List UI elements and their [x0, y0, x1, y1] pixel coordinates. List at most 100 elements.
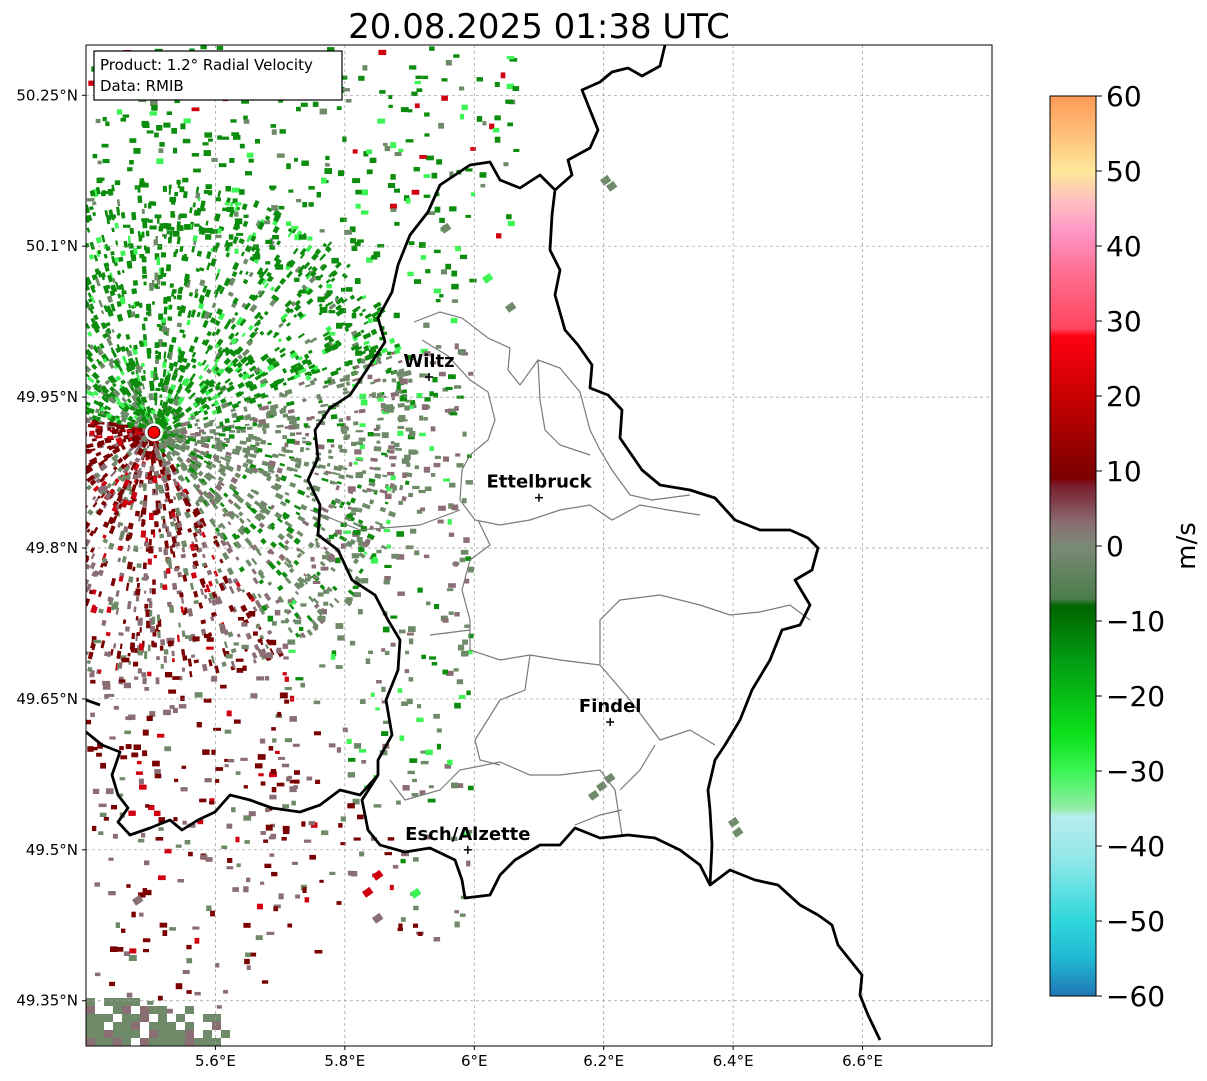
radar-echo-cell [173, 369, 178, 375]
radar-echo-cell [175, 507, 181, 516]
radar-echo-cell [466, 860, 471, 867]
radar-echo-cell [320, 526, 326, 532]
latitude-axis: 50.25°N50.1°N49.95°N49.8°N49.65°N49.5°N4… [16, 86, 78, 1009]
radar-echo-cell [182, 574, 188, 582]
radar-echo-cell [435, 345, 442, 349]
radar-echo-cell [108, 358, 115, 365]
radar-echo-cell [301, 284, 308, 291]
radar-echo-cell [151, 105, 158, 111]
radar-echo-cell [172, 707, 178, 714]
radar-echo-cell [284, 299, 293, 308]
radar-echo-cell [153, 532, 156, 538]
radar-echo-cell [97, 249, 102, 255]
radar-echo-cell [114, 257, 120, 262]
radar-echo-cell [209, 801, 215, 805]
radar-echo-cell [449, 206, 457, 212]
radar-echo-cell [192, 525, 199, 533]
radar-echo-cell [248, 358, 254, 364]
radar-echo-cell [215, 272, 220, 280]
radar-echo-cell [179, 186, 185, 193]
radar-echo-cell [408, 492, 413, 498]
radar-echo-cell [389, 884, 394, 891]
radar-echo-cell [326, 586, 333, 593]
radar-echo-cell [185, 406, 193, 413]
lon-tick-label: 6.6°E [842, 1052, 883, 1070]
radar-echo-cell [376, 357, 381, 363]
radar-echo-cell [407, 378, 413, 384]
radar-echo-cell [119, 499, 125, 505]
radar-echo-cell [266, 207, 273, 212]
radar-echo-cell [105, 788, 114, 795]
radar-echo-cell [180, 123, 186, 130]
radar-echo-cell [263, 592, 272, 602]
radar-echo-cell [225, 451, 232, 457]
radar-echo-cell [303, 461, 310, 467]
radar-echo-cell [150, 626, 155, 633]
radar-echo-cell [286, 163, 291, 170]
colorbar-unit-label: m/s [1172, 522, 1202, 570]
radar-echo-cell [97, 742, 103, 749]
radar-echo-cell [357, 507, 363, 513]
radar-echo-cell [142, 369, 146, 374]
radar-echo-cell [448, 374, 456, 380]
radar-echo-cell [208, 592, 214, 600]
radar-echo-cell [372, 255, 377, 260]
radar-echo-cell [386, 544, 391, 549]
radar-echo-cell [224, 764, 229, 768]
radar-echo-cell [88, 589, 94, 595]
radar-echo-cell [336, 322, 343, 329]
radar-echo-cell [286, 526, 295, 535]
radar-echo-cell [319, 513, 326, 519]
radar-echo-cell [191, 364, 197, 369]
radar-echo-cell [420, 348, 428, 354]
radar-echo-cell [263, 839, 269, 843]
radar-echo-cell [120, 755, 128, 760]
radar-echo-cell [186, 468, 192, 474]
radar-echo-cell [233, 642, 239, 646]
radar-echo-cell [405, 198, 411, 204]
radar-echo-cell [123, 478, 130, 487]
radar-echo-cell [92, 788, 100, 794]
radar-echo-cell [121, 290, 127, 295]
radar-echo-cell [99, 477, 106, 483]
radar-echo-cell [86, 1006, 95, 1014]
radar-echo-cell [108, 891, 116, 896]
radar-echo-cell [331, 269, 338, 277]
radar-echo-cell [138, 428, 142, 432]
radar-echo-cell [169, 383, 176, 391]
radar-echo-cell [165, 473, 172, 481]
radar-echo-cell [157, 995, 163, 1001]
radar-echo-cell [213, 432, 220, 436]
city-marker: Wiltz [403, 351, 455, 381]
radar-echo-cell [461, 104, 468, 111]
radar-echo-cell [168, 362, 174, 369]
radar-echo-cell [457, 644, 465, 651]
radar-echo-cell [166, 223, 172, 230]
radar-echo-cell [116, 109, 123, 115]
colorbar-tick-label: 0 [1106, 530, 1124, 563]
radar-echo-cell [441, 78, 448, 82]
radar-echo-cell [149, 479, 153, 484]
radar-echo-cell [135, 409, 142, 417]
radar-echo-cell [244, 467, 254, 475]
radar-echo-cell [129, 642, 135, 650]
radar-echo-cell [257, 637, 263, 643]
radar-echo-cell [242, 220, 249, 228]
radar-echo-cell [92, 502, 98, 508]
radar-echo-cell [159, 417, 165, 425]
radar-echo-cell [178, 435, 184, 439]
radar-echo-cell [407, 271, 414, 277]
radar-echo-cell [305, 375, 312, 381]
radar-echo-cell [391, 490, 396, 494]
radar-echo-cell [212, 1014, 221, 1022]
radar-echo-cell [350, 371, 359, 376]
radar-echo-cell [180, 787, 188, 792]
radar-echo-cell [430, 426, 436, 432]
radar-echo-cell [445, 670, 454, 676]
radar-echo-cell [279, 352, 286, 358]
radar-echo-cell [169, 463, 177, 473]
radar-echo-cell [248, 158, 254, 163]
radar-echo-cell [306, 288, 314, 296]
radar-echo-cell [306, 416, 312, 421]
